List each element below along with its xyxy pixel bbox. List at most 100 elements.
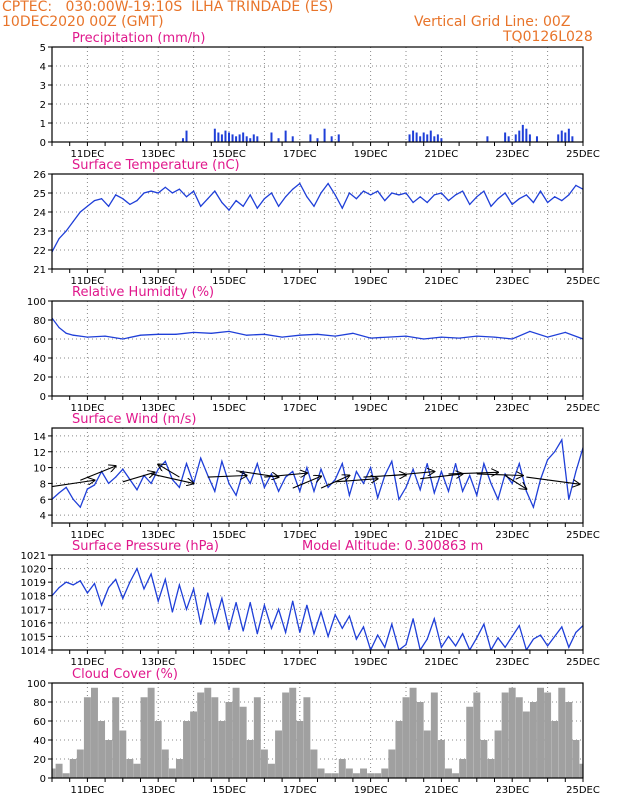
- temperature-point: [362, 190, 365, 192]
- precipitation-bar: [238, 134, 241, 142]
- precipitation-bar: [507, 136, 510, 142]
- cloud-cover-bar: [388, 749, 396, 778]
- temperature-point: [221, 201, 223, 204]
- temperature-point: [277, 205, 280, 207]
- precipitation-bar: [309, 134, 312, 142]
- cloud-cover-bar: [331, 773, 339, 778]
- wind-point: [348, 494, 350, 496]
- wind-point: [108, 482, 110, 485]
- pressure-point: [178, 584, 181, 586]
- pressure-point: [65, 581, 67, 583]
- precipitation-bar: [181, 138, 184, 142]
- pressure-point: [58, 586, 60, 589]
- wind-point: [185, 463, 188, 465]
- cloud-cover-bar: [168, 768, 176, 778]
- cloud-cover-ytick-label: 40: [33, 736, 46, 747]
- pressure-point: [200, 623, 202, 625]
- cloud-cover-bar: [402, 697, 410, 778]
- temperature-point: [171, 192, 173, 194]
- wind-ytick-label: 12: [33, 448, 46, 459]
- wind-point: [412, 468, 414, 470]
- humidity-point: [423, 338, 425, 340]
- temperature-point: [235, 200, 237, 202]
- pressure-xtick-label: 15DEC: [212, 657, 246, 668]
- cloud-cover-bar: [324, 773, 332, 778]
- temperature-point: [384, 200, 386, 202]
- temperature-point: [327, 182, 329, 185]
- model-code: TQ0126L028: [503, 29, 593, 45]
- cloud-cover-xtick-label: 23DEC: [495, 785, 529, 796]
- wind-point: [419, 489, 421, 491]
- precipitation-bar: [408, 134, 411, 142]
- temperature-point: [228, 209, 230, 211]
- cloud-cover-bar: [423, 730, 431, 778]
- precipitation-xtick-label: 19DEC: [354, 149, 388, 160]
- wind-point: [561, 439, 563, 441]
- precipitation-bar: [514, 134, 517, 142]
- pressure-point: [171, 611, 173, 613]
- humidity-point: [65, 332, 67, 334]
- temperature-point: [79, 211, 81, 213]
- pressure-point: [348, 615, 350, 617]
- pressure-point: [299, 631, 301, 633]
- cloud-cover-bar: [183, 721, 190, 778]
- wind-vector-arrow: [264, 473, 306, 477]
- pressure-point: [518, 624, 520, 627]
- temperature-point: [122, 198, 124, 200]
- humidity-point: [334, 335, 336, 337]
- pressure-point: [100, 604, 103, 606]
- temperature-point: [355, 198, 358, 200]
- cloud-cover-ytick-label: 100: [27, 679, 46, 690]
- wind-point: [292, 470, 294, 473]
- wind-point: [214, 490, 216, 492]
- cloud-cover-bar: [62, 773, 70, 778]
- cloud-cover-ytick-label: 60: [33, 717, 46, 728]
- temperature-xtick-label: 17DEC: [283, 276, 317, 287]
- temperature-ytick-label: 24: [33, 208, 46, 219]
- wind-point: [511, 482, 513, 485]
- temperature-point: [164, 186, 166, 188]
- wind-point: [341, 463, 343, 465]
- temperature-point: [185, 196, 188, 198]
- temperature-point: [143, 192, 145, 194]
- temperature-point: [391, 192, 393, 194]
- pressure-point: [136, 567, 138, 570]
- wind-vector-arrow: [448, 472, 498, 474]
- precipitation-xtick-label: 13DEC: [141, 149, 175, 160]
- cloud-cover-frame: [51, 682, 584, 779]
- pressure-point: [454, 645, 457, 647]
- wind-panel: 4 6 8 10 12 14 11DEC 13DEC 15DEC 17DEC 19DEC 21DEC 2…: [33, 412, 600, 541]
- cloud-cover-bar: [296, 721, 304, 778]
- precipitation-title: Precipitation (mm/h): [72, 31, 205, 46]
- precipitation-bar: [433, 136, 436, 142]
- humidity-point: [246, 334, 248, 336]
- temperature-point: [157, 192, 159, 194]
- pressure-point: [355, 638, 358, 640]
- humidity-point: [281, 336, 283, 338]
- precipitation-bar: [323, 128, 326, 142]
- pressure-point: [440, 646, 442, 648]
- wind-title: Surface Wind (m/s): [72, 412, 196, 427]
- pressure-point: [547, 645, 549, 647]
- precipitation-bar: [415, 132, 418, 142]
- temperature-point: [93, 200, 96, 202]
- pressure-title: Surface Pressure (hPa): [72, 539, 219, 554]
- humidity-ytick-label: 0: [40, 392, 46, 403]
- pressure-point: [157, 600, 159, 602]
- cloud-cover-bar: [565, 702, 573, 778]
- humidity-xtick-label: 11DEC: [71, 403, 105, 414]
- precipitation-bar: [412, 130, 415, 142]
- precipitation-panel: 0 1 2 3 4 5 11DEC 13DEC 15DEC 17DEC 19DEC 21DEC 23DE…: [40, 31, 600, 160]
- pressure-ytick-label: 1019: [21, 578, 46, 589]
- wind-point: [235, 494, 237, 496]
- pressure-xtick-label: 13DEC: [141, 657, 175, 668]
- cloud-cover-ytick-label: 0: [40, 774, 46, 785]
- precipitation-bar: [486, 136, 489, 142]
- cloud-cover-bar: [338, 759, 346, 778]
- wind-series-line: [52, 437, 583, 510]
- cloud-cover-bar: [452, 773, 460, 778]
- precipitation-bar: [422, 132, 425, 142]
- cloud-cover-bar: [260, 749, 268, 778]
- cloud-cover-bar: [367, 773, 375, 778]
- cloud-cover-bar: [126, 759, 134, 778]
